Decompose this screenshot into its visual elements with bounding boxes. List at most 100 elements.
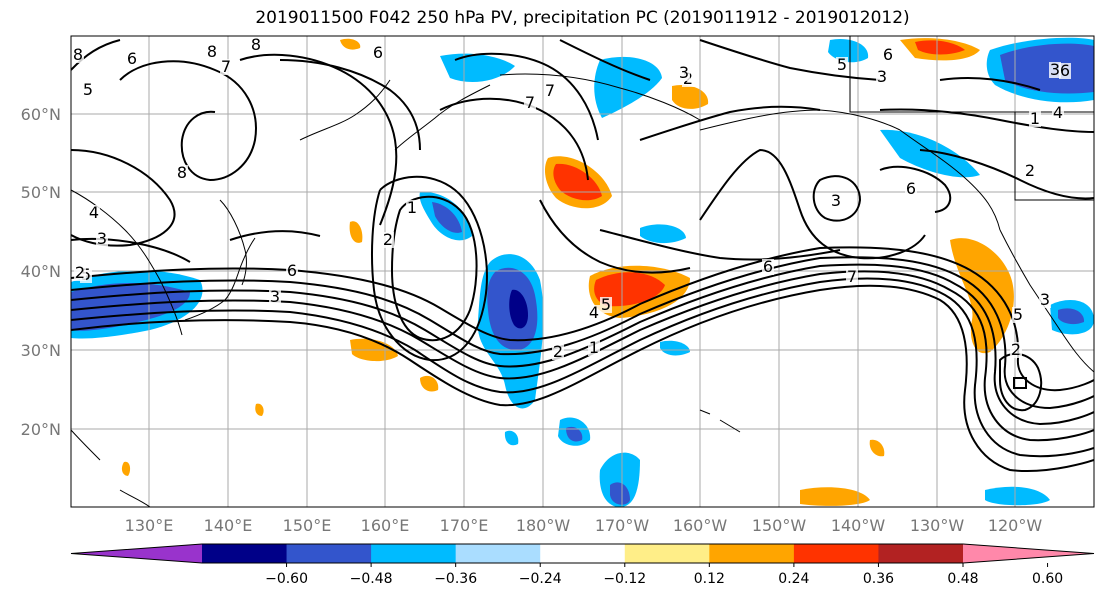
colorbar-tick-label: 0.60	[1032, 571, 1063, 587]
contour-label-bg	[762, 259, 774, 275]
lat-label: 50°N	[21, 183, 61, 202]
contour-label: 3	[270, 287, 280, 306]
contour-label: 2	[75, 263, 85, 282]
contour-label-bg	[286, 263, 298, 279]
contour-label-bg	[544, 83, 556, 99]
contour-label: 7	[221, 57, 231, 76]
lon-label: 130°E	[125, 516, 174, 535]
contour-label-bg	[1039, 292, 1051, 308]
contour-label: 8	[251, 35, 261, 54]
contour-label: 3	[877, 67, 887, 86]
contour-label-bg	[1049, 62, 1061, 78]
colorbar-extend-high	[963, 544, 1094, 563]
lon-label: 180°W	[516, 516, 571, 535]
colorbar-segment	[540, 544, 626, 563]
lon-label: 160°W	[673, 516, 728, 535]
lon-labels: 130°E 140°E 150°E 160°E 170°E 180°W 170°…	[125, 516, 1043, 535]
contour-label: 5	[601, 295, 611, 314]
colorbar-segment	[371, 544, 457, 563]
colorbar-extend-low	[71, 544, 202, 563]
contour-label-bg	[588, 340, 600, 356]
contour-label-bg	[250, 37, 262, 53]
contour-label: 6	[287, 261, 297, 280]
map-content: 867543872136576321543216736534236825682	[71, 35, 1094, 507]
contour-label: 2	[1025, 161, 1035, 180]
colorbar-segment	[455, 544, 541, 563]
contour-label-bg	[588, 305, 600, 321]
contour-label: 6	[906, 179, 916, 198]
contour-label-bg	[72, 47, 84, 63]
lon-label: 150°E	[283, 516, 332, 535]
colorbar-tick-label: 0.12	[694, 571, 725, 587]
contour-label-bg	[269, 289, 281, 305]
contour-label: 1	[407, 198, 417, 217]
contour-label-bg	[1059, 63, 1071, 79]
lat-label: 30°N	[21, 341, 61, 360]
lon-label: 140°E	[204, 516, 253, 535]
map-frame	[70, 35, 1095, 508]
contour-label: 7	[525, 93, 535, 112]
contour-label: 5	[1013, 305, 1023, 324]
colorbar-segment	[878, 544, 964, 563]
contour-label-bg	[905, 181, 917, 197]
lat-label: 20°N	[21, 420, 61, 439]
lon-label: 120°W	[988, 516, 1043, 535]
colorbar-outline	[70, 543, 1095, 564]
contour-label-bg	[382, 232, 394, 248]
contour-label-bg	[96, 231, 108, 247]
lat-labels: 60°N 50°N 40°N 30°N 20°N	[21, 105, 61, 439]
map-title: 2019011500 F042 250 hPa PV, precipitatio…	[255, 8, 910, 28]
contour-label: 1	[589, 338, 599, 357]
contour-label-bg	[1024, 163, 1036, 179]
contour-label-bg	[82, 82, 94, 98]
contour-label-bg	[882, 47, 894, 63]
colorbar-segment	[202, 544, 288, 563]
lon-label: 150°W	[752, 516, 807, 535]
contour-label: 2	[383, 230, 393, 249]
contour-label: 2	[553, 342, 563, 361]
contour-label: 3	[97, 229, 107, 248]
contour-label: 6	[763, 257, 773, 276]
lon-label: 140°W	[831, 516, 886, 535]
colorbar-segment	[624, 544, 710, 563]
contour-label-bg	[406, 200, 418, 216]
colorbar-segment	[709, 544, 795, 563]
colorbar-tick-label: −0.36	[434, 571, 477, 587]
contour-label: 4	[589, 303, 599, 322]
contour-label-bg	[88, 205, 100, 221]
contour-label: 4	[89, 203, 99, 222]
lon-label: 170°W	[595, 516, 650, 535]
pv-contours	[71, 39, 1094, 472]
contour-label-bg	[206, 44, 218, 60]
contour-label-bg	[220, 59, 232, 75]
contour-label: 3	[1050, 60, 1060, 79]
contour-label-bg	[372, 45, 384, 61]
contour-label: 3	[679, 63, 689, 82]
contour-label-bg	[1029, 111, 1041, 127]
colorbar-tick-label: −0.48	[350, 571, 393, 587]
lon-label: 130°W	[910, 516, 965, 535]
contour-label: 6	[127, 49, 137, 68]
lon-label: 160°E	[361, 516, 410, 535]
colorbar-segment	[793, 544, 879, 563]
contour-label: 7	[847, 267, 857, 286]
contour-label: 5	[837, 55, 847, 74]
contour-labels: 867543872136576321543216736534236825682	[72, 35, 1071, 361]
contour-label-bg	[74, 265, 86, 281]
colorbar	[70, 543, 1095, 564]
contour-label-bg	[552, 344, 564, 360]
contour-label-bg	[830, 193, 842, 209]
contour-label-bg	[524, 95, 536, 111]
lat-label: 60°N	[21, 105, 61, 124]
contour-label-bg	[836, 57, 848, 73]
colorbar-tick-label: 0.36	[863, 571, 894, 587]
contour-label: 3	[1040, 290, 1050, 309]
contour-label: 6	[373, 43, 383, 62]
contour-label-bg	[846, 269, 858, 285]
contour-label: 5	[83, 80, 93, 99]
lat-label: 40°N	[21, 262, 61, 281]
contour-label-bg	[876, 69, 888, 85]
colorbar-ticks: −0.60 −0.48 −0.36 −0.24 −0.12 0.12 0.24 0.36 0.4…	[265, 563, 1063, 587]
contour-label: 8	[73, 45, 83, 64]
